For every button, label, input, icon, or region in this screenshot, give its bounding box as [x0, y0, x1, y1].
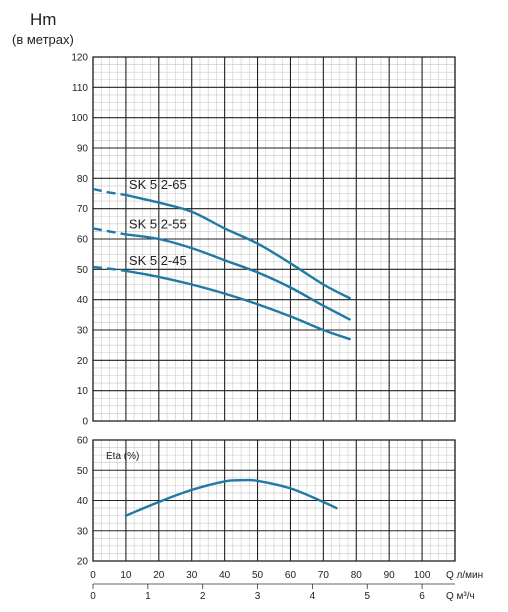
eta-frame: [92, 439, 456, 562]
x-tick-label-m3h: 0: [90, 591, 96, 602]
x-tick-label-lpm: 10: [120, 570, 132, 581]
head-curve-sk-5-2-65-extrapolated: [92, 187, 127, 197]
x-tick-label-lpm: 20: [153, 570, 165, 581]
head-subtitle: (в метрах): [12, 32, 74, 47]
head-series-label-sk-5-2-55: SK 5 2-55: [129, 216, 187, 231]
x-tick-label-m3h: 3: [255, 591, 261, 602]
x-axis-lpm-label: Q л/мин: [446, 570, 483, 581]
x-tick-label-lpm: 0: [90, 570, 96, 581]
head-frame: [92, 56, 456, 422]
x-axis-m3h: 0 1 2 3 4 5 6: [90, 584, 425, 602]
x-tick-label-lpm: 90: [384, 570, 396, 581]
head-y-tick-label: 50: [77, 265, 89, 276]
eta-y-tick-label: 30: [77, 526, 89, 537]
x-tick-label-lpm: 40: [219, 570, 231, 581]
head-y-tick-label: 100: [71, 113, 88, 124]
head-panel: 0 10 20 30 40 50 60 70 80 90 100 110 120 SK 5 2-65 SK …: [71, 53, 456, 428]
head-title: Hm: [30, 10, 56, 29]
eta-y-tick-label: 60: [77, 436, 89, 447]
x-tick-label-m3h: 5: [364, 591, 370, 602]
eta-label: Eta (%): [106, 451, 139, 462]
eta-curve-series-0: [124, 478, 338, 517]
head-y-tick-label: 90: [77, 144, 89, 155]
head-y-tick-label: 60: [77, 235, 89, 246]
head-y-tick-label: 80: [77, 174, 89, 185]
x-tick-label-lpm: 30: [186, 570, 198, 581]
eta-y-tick-label: 40: [77, 496, 89, 507]
x-axis-lpm: 0 10 20 30 40 50 60 70 80 90 100: [90, 570, 455, 585]
x-tick-label-lpm: 100: [414, 570, 431, 581]
head-curve-sk-5-2-55: [124, 233, 351, 321]
head-series-label-sk-5-2-45: SK 5 2-45: [129, 253, 187, 268]
x-axis-m3h-label: Q м³/ч: [446, 591, 475, 602]
head-y-tick-label: 120: [71, 53, 88, 64]
head-curve-sk-5-2-55-extrapolated: [92, 227, 127, 236]
head-y-tick-label: 110: [72, 83, 88, 94]
head-y-tick-label: 0: [82, 417, 88, 428]
x-tick-label-m3h: 4: [310, 591, 316, 602]
x-tick-label-m3h: 6: [419, 591, 425, 602]
head-y-tick-label: 10: [77, 386, 89, 397]
head-y-tick-label: 20: [77, 356, 89, 367]
x-tick-label-lpm: 50: [252, 570, 264, 581]
eta-y-tick-label: 50: [77, 466, 89, 477]
efficiency-panel: 20 30 40 50 60: [77, 436, 456, 568]
x-tick-label-lpm: 80: [351, 570, 363, 581]
x-tick-label-lpm: 60: [285, 570, 297, 581]
head-curve-sk-5-2-65: [124, 193, 351, 300]
x-tick-label-lpm: 70: [318, 570, 330, 581]
head-series-label-sk-5-2-65: SK 5 2-65: [129, 177, 187, 192]
head-curve-sk-5-2-45-extrapolated: [92, 265, 127, 273]
head-y-tick-label: 70: [77, 204, 89, 215]
head-y-tick-label: 40: [77, 295, 89, 306]
head-curve-sk-5-2-45: [124, 269, 351, 341]
head-y-tick-label: 30: [77, 326, 89, 337]
eta-y-tick-label: 20: [77, 557, 89, 568]
x-tick-label-m3h: 2: [200, 591, 206, 602]
x-tick-label-m3h: 1: [145, 591, 151, 602]
